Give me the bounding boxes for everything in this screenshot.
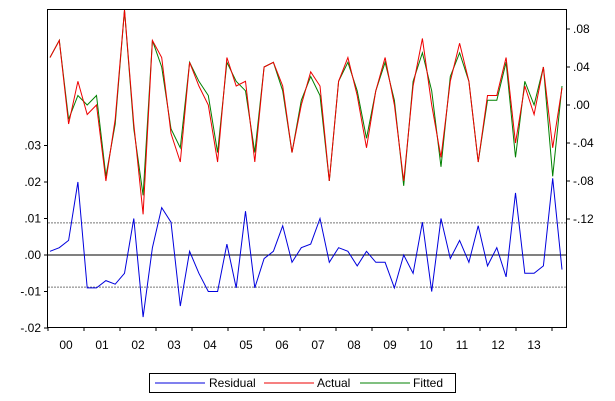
x-tick-label: 11 — [456, 338, 469, 352]
x-tick-label: 13 — [527, 338, 541, 352]
x-tick-label: 07 — [311, 338, 325, 352]
left-tick-label: .01 — [24, 212, 41, 226]
plot-frame — [47, 9, 567, 328]
left-tick-label: -.01 — [20, 285, 41, 299]
reference-lines — [48, 222, 566, 288]
series-line-actual — [49, 9, 563, 215]
x-tick-label: 05 — [239, 338, 253, 352]
legend-label-fitted: Fitted — [413, 376, 443, 390]
left-tick-label: .03 — [24, 139, 41, 153]
left-tick-label: -.02 — [20, 321, 41, 335]
right-tick-label: .08 — [573, 22, 590, 36]
x-tick-label: 06 — [275, 338, 289, 352]
x-tick-label: 03 — [167, 338, 181, 352]
legend-label-residual: Residual — [209, 376, 256, 390]
legend-label-actual: Actual — [317, 376, 350, 390]
series-layer — [49, 9, 563, 318]
x-tick-label: 08 — [347, 338, 361, 352]
series-line-residual — [49, 178, 563, 318]
left-tick-label: .00 — [24, 248, 41, 262]
x-tick-label: 09 — [383, 338, 397, 352]
x-tick-label: 12 — [491, 338, 505, 352]
x-tick-label: 10 — [419, 338, 433, 352]
x-tick-label: 01 — [95, 338, 109, 352]
x-axis: 00 01 02 03 04 05 06 07 08 09 10 11 12 13 — [47, 327, 553, 352]
right-tick-label: -.12 — [573, 212, 594, 226]
right-tick-label: .04 — [573, 60, 590, 74]
x-tick-label: 00 — [59, 338, 73, 352]
right-tick-label: -.04 — [573, 136, 594, 150]
x-tick-label: 04 — [203, 338, 217, 352]
legend: Residual Actual Fitted — [149, 373, 456, 393]
right-axis: .12.08.04.00-.04-.08-.12 — [566, 22, 594, 226]
right-tick-label: .00 — [573, 98, 590, 112]
left-tick-label: .02 — [24, 175, 41, 189]
right-tick-label: -.08 — [573, 174, 594, 188]
left-axis: .03 .02 .01 .00 -.01 -.02 — [20, 139, 48, 335]
x-tick-label: 02 — [131, 338, 145, 352]
